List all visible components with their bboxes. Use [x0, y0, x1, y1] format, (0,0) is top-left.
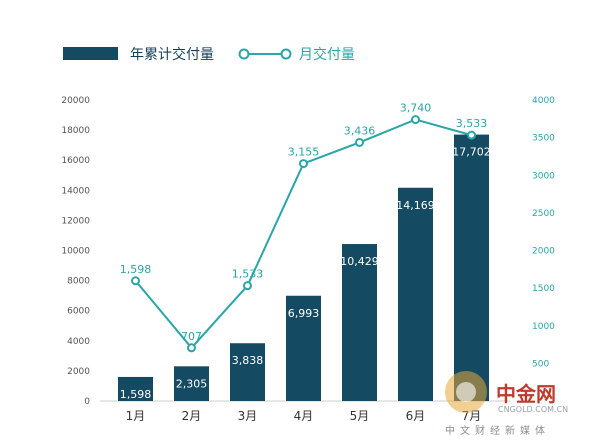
- watermark-logo-inner: [456, 382, 476, 402]
- y-left-tick-label: 2000: [67, 367, 90, 377]
- legend-marker-end: [280, 48, 292, 60]
- legend-label-line-series: 月交付量: [299, 46, 355, 63]
- line-point: [187, 343, 196, 353]
- y-right-tick-label: 1500: [532, 284, 555, 294]
- x-tick-label: 2月: [182, 409, 202, 423]
- bar: [342, 244, 377, 401]
- y-right-tick-label: 2500: [532, 209, 555, 219]
- y-right-tick-label: 3500: [532, 134, 555, 144]
- x-tick-label: 1月: [126, 409, 146, 423]
- bar-data-label: 14,169: [396, 199, 435, 212]
- y-axis-left: 0 2000 4000 6000 8000 10000 12000 14000 16000 180…: [61, 96, 90, 407]
- legend-swatch-bar: [63, 47, 118, 60]
- line-data-label: 3,740: [400, 102, 432, 115]
- y-left-tick-label: 10000: [61, 247, 90, 257]
- legend-marker-start: [238, 48, 250, 60]
- line-point: [467, 130, 476, 140]
- line-point: [131, 276, 140, 286]
- bar-data-label: 3,838: [232, 354, 264, 367]
- bar: [398, 187, 433, 401]
- bar-data-label: 10,429: [340, 255, 379, 268]
- line-data-label: 3,155: [288, 146, 320, 159]
- x-tick-label: 6月: [406, 409, 426, 423]
- line-data-label: 3,436: [344, 124, 376, 137]
- bar-data-label: 6,993: [288, 307, 320, 320]
- bar: [454, 134, 489, 401]
- legend: 年累计交付量 月交付量: [63, 46, 355, 63]
- line-series: 1,598 707 1,533 3,155 3,436 3,740 3,533: [120, 102, 488, 353]
- bar: [118, 376, 153, 401]
- line-point: [243, 281, 252, 291]
- line-data-label: 1,598: [120, 263, 152, 276]
- watermark-brand: 中金网: [496, 382, 556, 406]
- y-axis-right: 500 1000 1500 2000 2500 3000 3500 4000: [532, 96, 555, 369]
- watermark: 中金网 CNGOLD.COM.CN 中文财经新媒体: [445, 371, 568, 437]
- y-left-tick-label: 20000: [61, 96, 90, 106]
- watermark-url: CNGOLD.COM.CN: [498, 405, 568, 414]
- y-right-tick-label: 3000: [532, 171, 555, 181]
- line-point: [299, 159, 308, 169]
- line-point: [411, 115, 420, 125]
- y-right-tick-label: 1000: [532, 322, 555, 332]
- bar-data-label: 17,702: [452, 146, 491, 159]
- bar: [286, 295, 321, 401]
- y-left-tick-label: 12000: [61, 216, 90, 226]
- y-left-tick-label: 16000: [61, 156, 90, 166]
- y-left-tick-label: 0: [84, 397, 90, 407]
- bar-data-label: 1,598: [120, 388, 152, 401]
- bar: [230, 343, 265, 401]
- bar-series: 1,598 2,305 3,838 6,993 10,429 14,169 17,702: [118, 134, 491, 401]
- x-tick-label: 4月: [294, 409, 314, 423]
- y-left-tick-label: 6000: [67, 307, 90, 317]
- line-point: [355, 137, 364, 147]
- line-data-label: 3,533: [456, 117, 488, 130]
- line-data-label: 707: [181, 330, 202, 343]
- y-left-tick-label: 4000: [67, 337, 90, 347]
- y-right-tick-label: 500: [532, 359, 549, 369]
- x-tick-label: 5月: [350, 409, 370, 423]
- y-left-tick-label: 18000: [61, 126, 90, 136]
- y-left-tick-label: 14000: [61, 186, 90, 196]
- watermark-tagline: 中文财经新媒体: [445, 424, 550, 437]
- bar-data-label: 2,305: [176, 377, 208, 390]
- line-data-label: 1,533: [232, 268, 264, 281]
- x-tick-label: 3月: [238, 409, 258, 423]
- y-left-tick-label: 8000: [67, 277, 90, 287]
- legend-label-bar-series: 年累计交付量: [130, 46, 214, 63]
- bar: [174, 366, 209, 401]
- y-right-tick-label: 4000: [532, 96, 555, 106]
- y-right-tick-label: 2000: [532, 247, 555, 257]
- x-axis: 1月 2月 3月 4月 5月 6月 7月: [126, 409, 482, 423]
